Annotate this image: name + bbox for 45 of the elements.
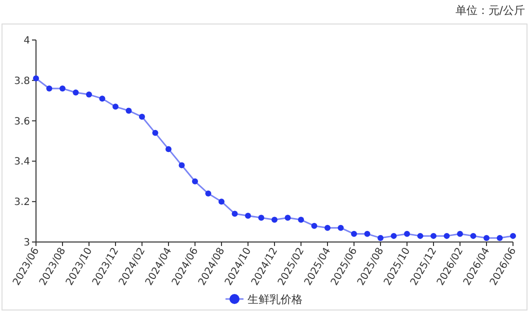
point: [232, 210, 238, 217]
y-tick-label: 3.2: [14, 197, 30, 208]
point: [272, 216, 278, 223]
point: [338, 224, 344, 231]
point: [496, 234, 503, 241]
point: [33, 75, 39, 82]
point: [178, 162, 185, 168]
point: [258, 214, 264, 221]
point: [112, 104, 118, 110]
point: [192, 178, 198, 184]
point: [99, 96, 106, 102]
y-tick-label: 3: [24, 238, 30, 248]
point: [444, 232, 450, 239]
point: [417, 232, 424, 239]
point: [470, 232, 476, 239]
y-tick-label: 3.6: [14, 116, 30, 128]
point: [86, 92, 92, 98]
y-tick-label: 4: [24, 36, 30, 46]
point: [139, 114, 145, 120]
point: [364, 230, 370, 237]
point: [378, 234, 384, 241]
point: [60, 85, 66, 92]
point: [205, 190, 212, 197]
point: [152, 130, 158, 136]
point: [484, 234, 490, 241]
point: [46, 85, 52, 92]
point: [390, 232, 397, 239]
point: [351, 230, 357, 237]
point: [430, 232, 436, 239]
point: [166, 146, 172, 152]
point: [404, 230, 410, 237]
y-tick-label: 3.8: [14, 76, 30, 87]
point: [311, 222, 318, 229]
point: [324, 224, 330, 231]
point: [284, 214, 291, 221]
point: [245, 212, 251, 219]
point: [126, 108, 132, 114]
legend-label: 生鲜乳价格: [248, 292, 302, 306]
y-tick-label: 3.4: [14, 156, 30, 168]
text: 单位：元/公斤: [455, 4, 525, 17]
point: [218, 198, 224, 205]
point: [457, 230, 463, 237]
point: [298, 216, 304, 223]
point: [510, 232, 516, 239]
point: [72, 90, 79, 96]
